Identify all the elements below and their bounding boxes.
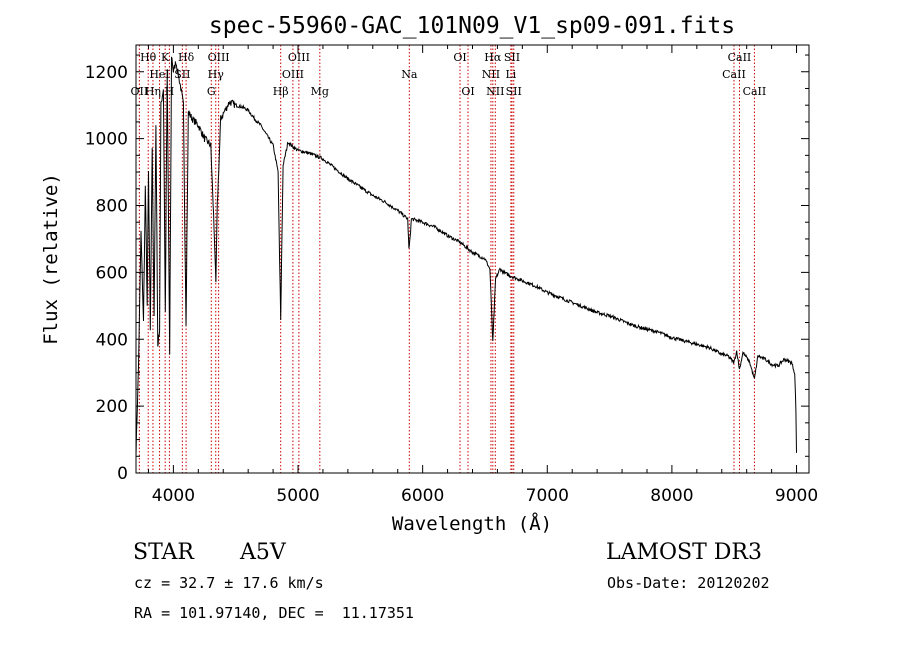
y-tick-label: 200 [96,397,128,417]
object-class: STAR [133,540,194,565]
observation-date: Obs-Date: 20120202 [607,574,770,592]
plot-frame [135,44,810,474]
line-label: CaII [722,68,746,81]
line-label: OIII [282,68,304,81]
line-label: HeI [149,68,169,81]
line-label: OIII [288,51,310,64]
line-label: NII [486,85,504,98]
spectral-line-markers [138,45,755,473]
object-subclass: A5V [240,540,286,565]
x-axis-label: Wavelength (Å) [392,512,552,535]
line-label: CaII [728,51,752,64]
line-label: K [161,51,170,64]
line-label: H [165,85,175,98]
line-label: CaII [743,85,767,98]
spectrum-chart: spec-55960-GAC_101N09_V1_sp09-091.fits H… [40,13,818,535]
y-axis-label: Flux (relative) [40,173,62,345]
survey-name: LAMOST DR3 [606,540,762,565]
line-label: G [207,85,216,98]
y-tick-label: 1200 [85,63,128,83]
line-label: Hα [484,51,502,64]
x-tick-label: 6000 [401,486,444,506]
line-label: OI [461,85,474,98]
y-tick-label: 800 [96,197,128,217]
line-label: Hβ [273,85,289,98]
line-label: SII [504,51,520,64]
line-label: OIII [208,51,230,64]
y-tick-label: 600 [96,263,128,283]
y-tick-label: 400 [96,330,128,350]
line-label: Hδ [178,51,195,64]
line-label: OII [131,85,149,98]
x-tick-label: 9000 [775,486,818,506]
x-axis: 4000 5000 6000 7000 8000 9000 [147,45,818,506]
line-label: Li [505,68,516,81]
x-tick-label: 5000 [276,486,319,506]
y-axis: 0 200 400 600 800 1000 1200 [85,54,809,484]
x-tick-label: 4000 [152,486,195,506]
line-label: Mg [311,85,329,98]
y-tick-label: 0 [117,464,128,484]
line-label: OI [453,51,466,64]
spectrum-line [135,56,797,457]
chart-title: spec-55960-GAC_101N09_V1_sp09-091.fits [209,13,735,39]
y-tick-label: 1000 [85,130,128,150]
line-label: Hθ [140,51,157,64]
line-label: Hγ [208,68,225,81]
line-label: Hη [145,85,161,98]
coordinates: RA = 101.97140, DEC = 11.17351 [134,604,414,622]
x-tick-label: 7000 [526,486,569,506]
redshift-cz: cz = 32.7 ± 17.6 km/s [134,574,324,592]
line-label: NII [482,68,500,81]
line-label: SII [506,85,522,98]
line-label: Na [401,68,418,81]
x-tick-label: 8000 [650,486,693,506]
